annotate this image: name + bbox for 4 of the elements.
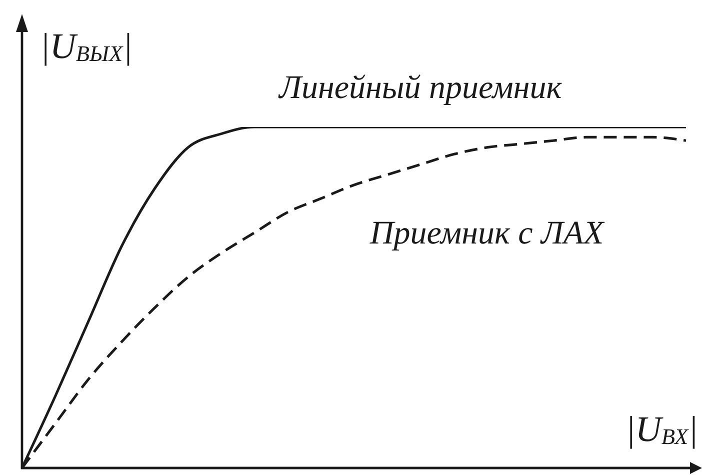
series-label: Приемник с ЛАХ: [368, 215, 606, 252]
x-axis-title: |U$_{ВХ}$|: [625, 409, 698, 449]
y-axis-title: |U$_{ВЫХ}$|: [40, 26, 133, 66]
series-label: Линейный приемник: [278, 70, 562, 106]
